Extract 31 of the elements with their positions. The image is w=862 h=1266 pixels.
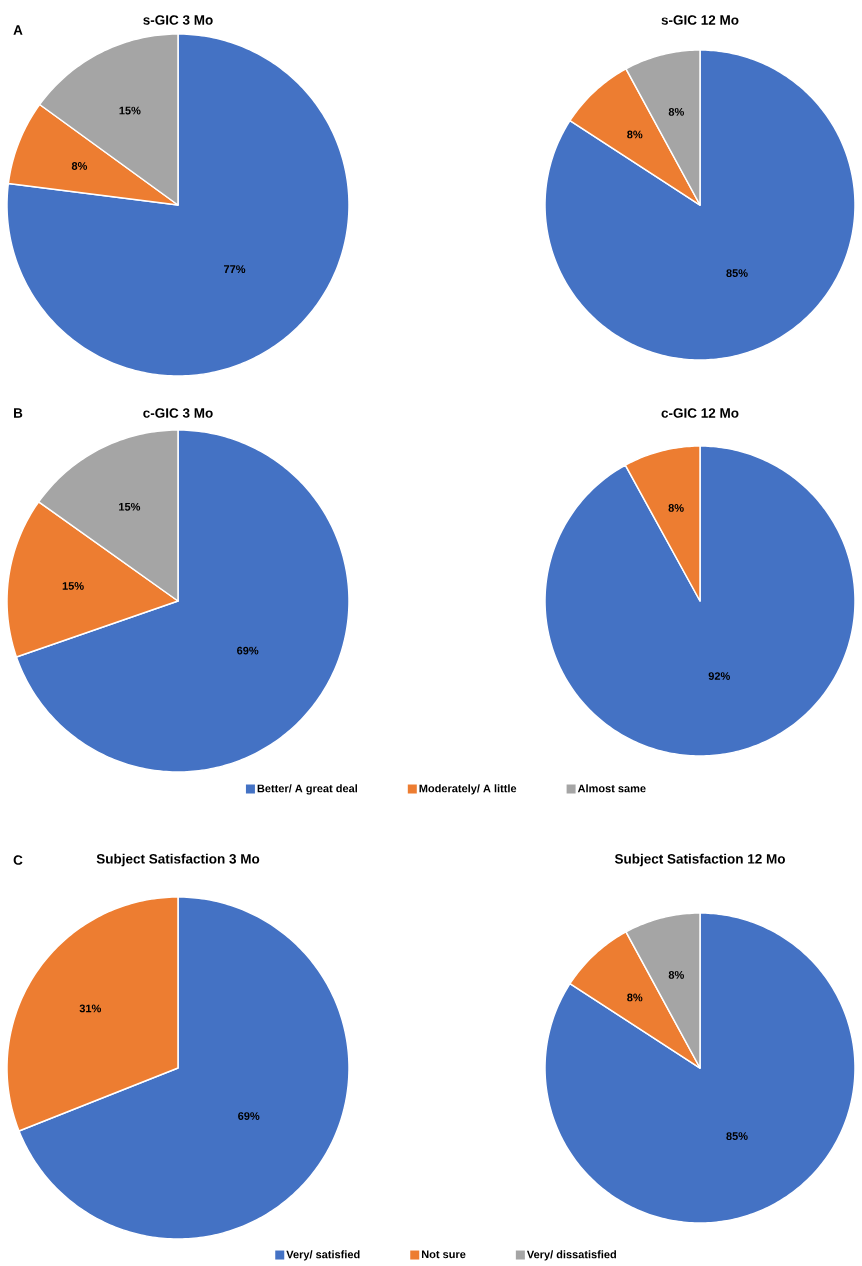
legend-label: Very/ satisfied [286, 1250, 360, 1261]
data-label: 85% [726, 269, 748, 277]
chart-title: s-GIC 12 Mo [661, 15, 739, 25]
data-label: 85% [726, 1132, 748, 1140]
text: C [13, 855, 23, 865]
text: B [14, 408, 23, 418]
chart-title: Subject Satisfaction 12 Mo [614, 853, 785, 867]
data-label: 92% [708, 672, 730, 680]
chart-title: s-GIC 3 Mo [143, 15, 213, 25]
data-label: 8% [627, 130, 643, 139]
legend-label: Moderately/ A little [419, 784, 517, 795]
data-label: 15% [119, 502, 141, 511]
legend-label: Very/ dissatisfied [526, 1250, 616, 1261]
data-label: 77% [224, 265, 246, 274]
data-label: 69% [238, 1112, 260, 1120]
data-label: 8% [668, 107, 684, 116]
chart-title: Subject Satisfaction 3 Mo [96, 853, 260, 867]
chart-title: c-GIC 12 Mo [661, 408, 739, 418]
data-label: 8% [627, 993, 643, 1002]
legend-label: Better/ A great deal [257, 784, 357, 795]
legend-label: Almost same [577, 784, 646, 793]
data-label: 8% [71, 162, 88, 170]
text: A [13, 25, 23, 35]
data-label: 15% [62, 582, 84, 590]
legend-label: Not sure [421, 1250, 466, 1259]
chart-title: c-GIC 3 Mo [143, 408, 213, 418]
data-label: 8% [668, 970, 684, 979]
data-label: 31% [79, 1004, 102, 1013]
data-label: 8% [668, 504, 684, 512]
data-label: 69% [237, 646, 259, 655]
data-label: 15% [119, 106, 141, 115]
